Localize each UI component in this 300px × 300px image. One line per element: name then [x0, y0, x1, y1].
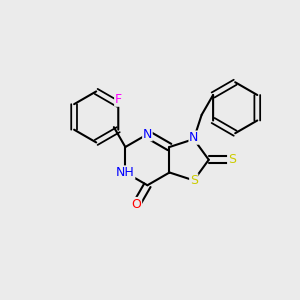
Text: S: S	[190, 174, 198, 187]
Text: N: N	[189, 131, 198, 144]
Text: S: S	[228, 153, 236, 166]
Text: F: F	[115, 93, 122, 106]
Text: O: O	[132, 197, 142, 211]
Text: NH: NH	[116, 166, 135, 179]
Text: N: N	[143, 128, 152, 141]
